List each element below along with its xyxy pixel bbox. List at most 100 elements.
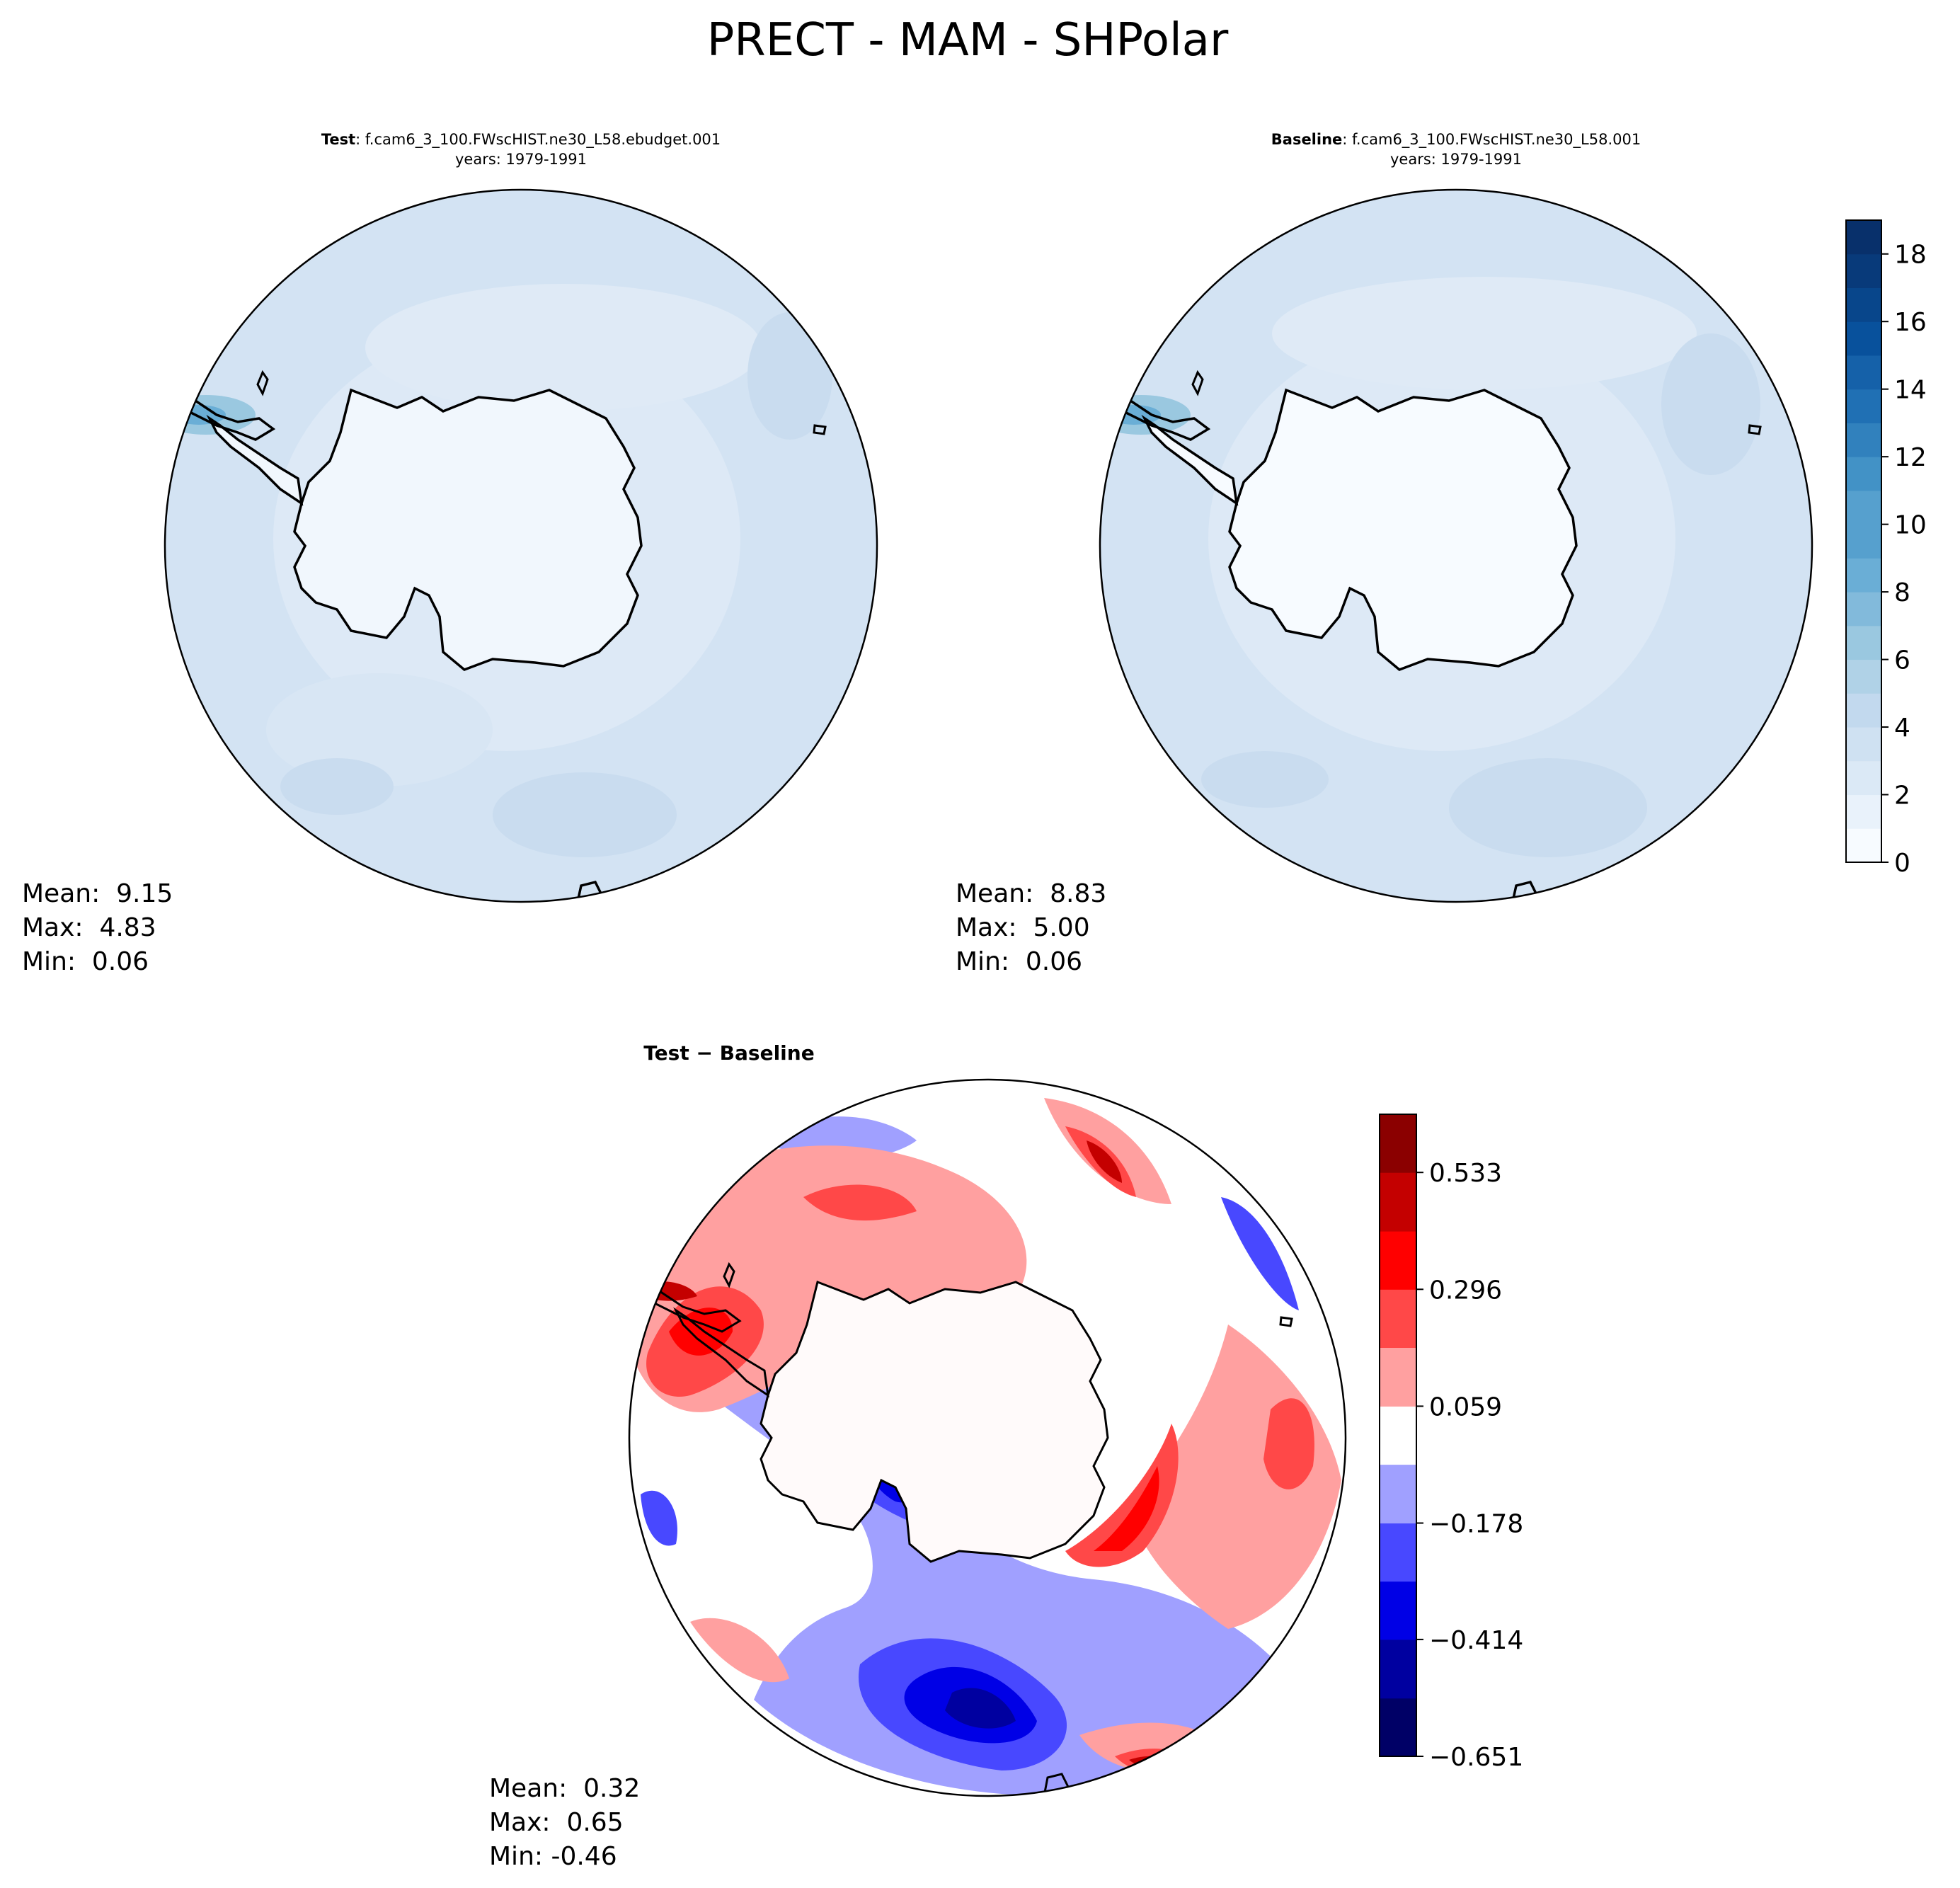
diff-pos-region-mid-ee (1263, 1398, 1314, 1489)
field-colorbar-tick-label: 10 (1894, 511, 1927, 540)
diff-pos-region-light-sw (690, 1618, 789, 1683)
field-colorbar-tick-label: 6 (1894, 646, 1910, 675)
baseline-map (1100, 190, 1812, 902)
test-title-case: : f.cam6_3_100.FWscHIST.ne30_L58.ebudget… (355, 131, 721, 149)
diff-neg-min-2 (945, 1688, 1016, 1729)
diff-colorbar-swatch (1380, 1464, 1416, 1523)
baseline-island-2 (1191, 370, 1204, 396)
field-colorbar-tick-label: 18 (1894, 241, 1927, 270)
field-colorbar-tick-label: 0 (1894, 849, 1910, 878)
baseline-stat-max: Max: 5.00 (956, 913, 1090, 942)
field-colorbar-tick-label: 2 (1894, 782, 1910, 811)
field-colorbar-swatch (1846, 253, 1881, 288)
field-colorbar-tick-label: 12 (1894, 443, 1927, 472)
baseline-field-band (1272, 277, 1697, 390)
diff-colorbar-swatch (1380, 1172, 1416, 1232)
field-colorbar-tick-label: 14 (1894, 376, 1927, 405)
baseline-stat-mean: Mean: 8.83 (956, 879, 1106, 908)
field-colorbar-tick-label: 16 (1894, 308, 1927, 337)
diff-colorbar-swatch (1380, 1406, 1416, 1465)
diff-colorbar-swatch (1380, 1347, 1416, 1407)
baseline-panel-title: Baseline: f.cam6_3_100.FWscHIST.ne30_L58… (1271, 131, 1641, 149)
field-colorbar-swatch (1846, 287, 1881, 322)
field-colorbar-swatch (1846, 727, 1881, 762)
field-colorbar-swatch (1846, 457, 1881, 491)
diff-colorbar-swatch (1380, 1231, 1416, 1290)
field-colorbar-swatch (1846, 693, 1881, 728)
test-field-patch-3 (747, 312, 832, 440)
baseline-panel: Baseline: f.cam6_3_100.FWscHIST.ne30_L58… (956, 131, 1927, 976)
field-colorbar-swatch (1846, 490, 1881, 525)
field-colorbar-swatch (1846, 321, 1881, 356)
field-colorbar-swatch (1846, 659, 1881, 694)
diff-colorbar-swatch (1380, 1639, 1416, 1699)
diff-colorbar-tick-label: 0.533 (1429, 1159, 1502, 1188)
diff-neg-region-ne (1221, 1197, 1299, 1310)
diff-neg-region-w (641, 1490, 677, 1546)
diff-pos-region-dark (669, 1308, 733, 1356)
field-colorbar-swatch (1846, 558, 1881, 593)
diff-colorbar-tick-label: 0.296 (1429, 1276, 1502, 1305)
diff-island-2 (723, 1261, 735, 1288)
test-map (165, 190, 877, 902)
field-colorbar-swatch (1846, 625, 1881, 660)
test-field-band (365, 284, 762, 411)
test-panel-years: years: 1979-1991 (455, 151, 587, 168)
diff-pos-region-mid-e (1065, 1424, 1179, 1567)
field-colorbar-swatch (1846, 794, 1881, 829)
diff-pos-region-dark-e (1094, 1466, 1159, 1551)
baseline-panel-years: years: 1979-1991 (1390, 151, 1522, 168)
diff-colorbar-frame (1379, 1114, 1417, 1757)
diff-colorbar-swatch (1380, 1581, 1416, 1640)
field-colorbar-swatch (1846, 524, 1881, 559)
test-africa-tip (576, 880, 604, 902)
diff-colorbar-swatch (1380, 1698, 1416, 1757)
baseline-field-patch-3 (1661, 333, 1760, 475)
field-colorbar-swatch (1846, 423, 1881, 457)
test-stat-mean: Mean: 9.15 (22, 879, 173, 908)
diff-island (1279, 1316, 1293, 1327)
field-colorbar-swatch (1846, 592, 1881, 627)
field-colorbar-swatch (1846, 389, 1881, 423)
diff-colorbar-tick-label: −0.414 (1429, 1626, 1523, 1655)
field-colorbar: 0 2 4 6 8 10 12 14 16 18 (1845, 219, 1927, 878)
figure-title: PRECT - MAM - SHPolar (707, 14, 1229, 67)
diff-panel-title: Test − Baseline (643, 1041, 814, 1065)
diff-colorbar-swatch (1380, 1289, 1416, 1349)
baseline-field-patch-2 (1201, 751, 1329, 808)
field-colorbar-swatch (1846, 355, 1881, 390)
field-colorbar-swatch (1846, 220, 1881, 255)
test-map-border (164, 188, 878, 903)
field-colorbar-tick-label: 4 (1894, 714, 1910, 743)
diff-colorbar-tick-label: −0.178 (1429, 1509, 1523, 1538)
diff-map-border (628, 1078, 1347, 1797)
diff-colorbar-tick-label: −0.651 (1429, 1743, 1523, 1772)
baseline-map-border (1099, 188, 1813, 903)
test-island-2 (256, 370, 269, 396)
baseline-stat-min: Min: 0.06 (956, 947, 1082, 976)
diff-pos-region-mid-nw (803, 1184, 917, 1221)
field-colorbar-swatch (1846, 760, 1881, 796)
test-field-band-2 (266, 673, 493, 786)
diff-africa-tip (1043, 1773, 1070, 1796)
baseline-field-patch (1449, 758, 1647, 857)
baseline-africa-tip (1511, 880, 1539, 902)
diff-colorbar-swatch (1380, 1523, 1416, 1582)
diff-stat-min: Min: -0.46 (489, 1842, 617, 1871)
test-panel-title: Test: f.cam6_3_100.FWscHIST.ne30_L58.ebu… (321, 131, 721, 149)
field-colorbar-frame (1845, 219, 1882, 863)
baseline-title-case: : f.cam6_3_100.FWscHIST.ne30_L58.001 (1342, 131, 1641, 149)
diff-stat-mean: Mean: 0.32 (489, 1774, 640, 1803)
test-stat-min: Min: 0.06 (22, 947, 149, 976)
diff-pos-max-s (1129, 1756, 1179, 1768)
field-colorbar-swatch (1846, 828, 1881, 863)
diff-pos-max-n (1087, 1140, 1122, 1183)
diff-colorbar: −0.651 −0.414 −0.178 0.059 0.296 0.533 (1379, 1114, 1523, 1772)
diff-map (629, 1080, 1346, 1796)
diff-panel: Test − Baseline (489, 1041, 1523, 1871)
baseline-island (1748, 424, 1762, 435)
test-panel: Test: f.cam6_3_100.FWscHIST.ne30_L58.ebu… (22, 131, 878, 976)
diff-colorbar-swatch (1380, 1114, 1416, 1173)
diff-colorbar-tick-label: 0.059 (1429, 1392, 1502, 1421)
